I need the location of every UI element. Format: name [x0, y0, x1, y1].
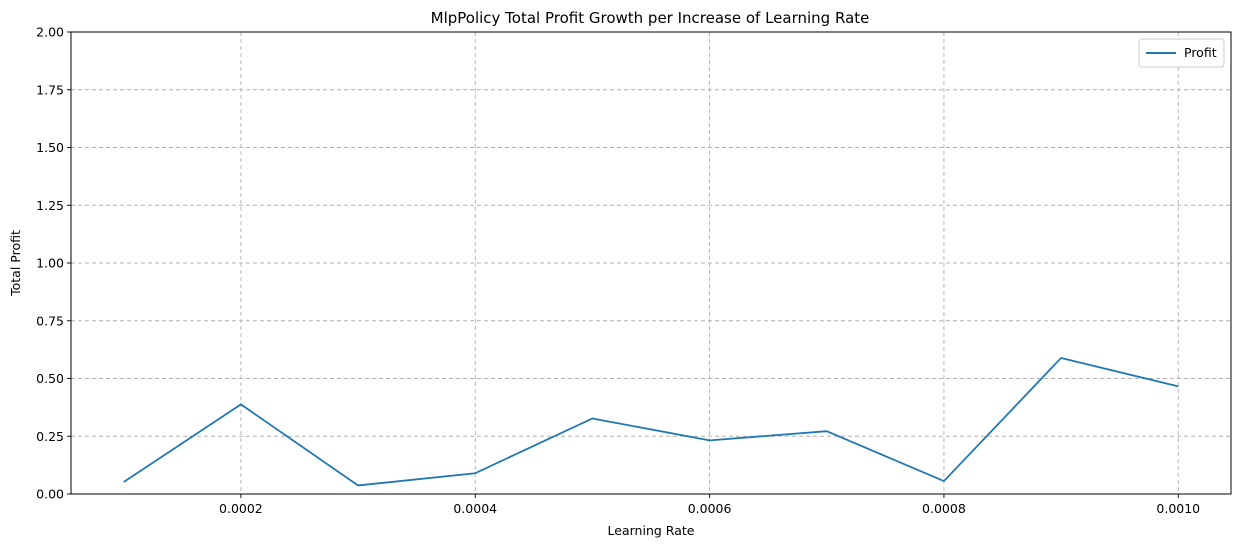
y-tick-label: 0.50	[36, 371, 64, 386]
y-tick-label: 1.25	[36, 198, 64, 213]
series-layer	[123, 357, 1179, 487]
legend: Profit	[1138, 38, 1225, 68]
x-axis-label: Learning Rate	[608, 523, 695, 538]
legend-label: Profit	[1184, 45, 1217, 60]
chart-title: MlpPolicy Total Profit Growth per Increa…	[431, 9, 870, 27]
y-tick-label: 0.75	[36, 313, 64, 328]
x-tick-label: 0.0002	[219, 501, 263, 516]
y-tick-label: 1.75	[36, 82, 64, 97]
y-tick-label: 1.00	[36, 256, 64, 271]
x-axis-ticks: 0.0002 0.0004 0.0006 0.0008 0.0010	[219, 494, 1200, 516]
y-axis-ticks: 0.00 0.25 0.50 0.75 1.00 1.25 1.50 1.75 2.00	[36, 25, 71, 502]
plot-frame	[70, 31, 1232, 495]
x-tick-label: 0.0010	[1156, 501, 1200, 516]
y-axis-label: Total Profit	[8, 230, 23, 297]
x-tick-label: 0.0006	[688, 501, 732, 516]
legend-box	[1138, 38, 1225, 68]
y-tick-label: 0.00	[36, 487, 64, 502]
y-tick-label: 2.00	[36, 25, 64, 40]
series-line-profit	[123, 357, 1179, 487]
y-tick-label: 1.50	[36, 140, 64, 155]
x-tick-label: 0.0008	[922, 501, 966, 516]
x-tick-label: 0.0004	[453, 501, 497, 516]
y-tick-label: 0.25	[36, 429, 64, 444]
grid-lines	[71, 31, 1231, 495]
